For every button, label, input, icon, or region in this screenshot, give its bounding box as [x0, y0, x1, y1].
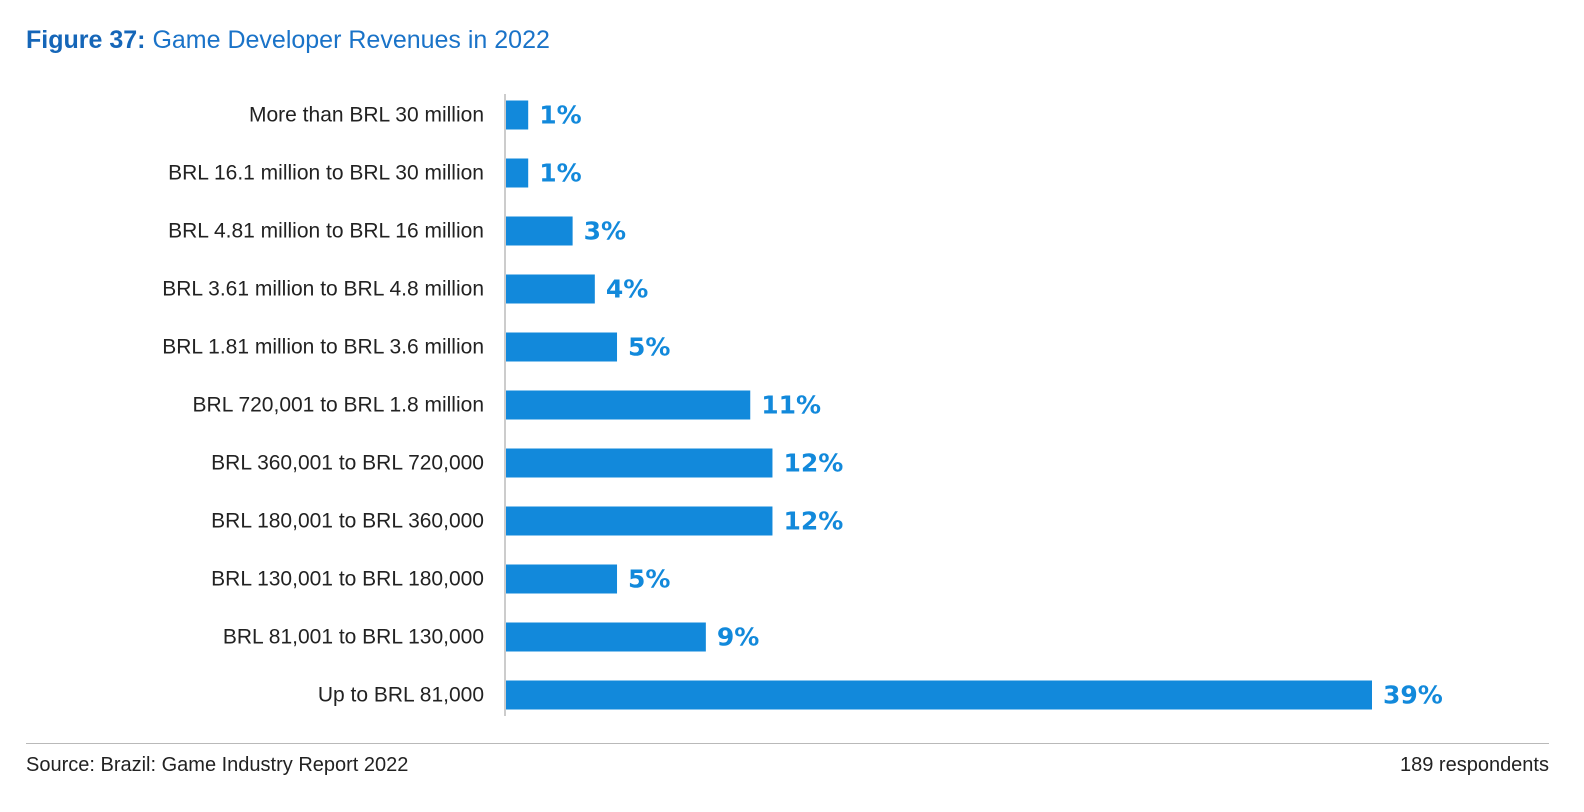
footer-divider: [26, 743, 1549, 744]
category-label: BRL 81,001 to BRL 130,000: [223, 626, 484, 649]
bar: [506, 158, 529, 188]
data-label: 39%: [1383, 681, 1443, 710]
data-label: 1%: [539, 101, 581, 130]
data-label: 5%: [628, 333, 670, 362]
data-label: 5%: [628, 565, 670, 594]
bar: [506, 390, 751, 420]
category-label: BRL 360,001 to BRL 720,000: [211, 452, 484, 475]
data-label: 1%: [539, 159, 581, 188]
bar: [506, 332, 618, 362]
data-label: 12%: [783, 507, 843, 536]
category-label: More than BRL 30 million: [249, 104, 484, 127]
figure-title: Figure 37: Game Developer Revenues in 20…: [26, 26, 550, 55]
figure-title-text: Game Developer Revenues in 2022: [152, 26, 550, 54]
bar: [506, 274, 595, 304]
bar: [506, 216, 573, 246]
category-label: BRL 720,001 to BRL 1.8 million: [193, 394, 484, 417]
category-label: BRL 130,001 to BRL 180,000: [211, 568, 484, 591]
bar: [506, 448, 773, 478]
source-note: Source: Brazil: Game Industry Report 202…: [26, 754, 409, 776]
figure-number: Figure 37:: [26, 26, 146, 54]
data-label: 4%: [606, 275, 648, 304]
category-label: BRL 1.81 million to BRL 3.6 million: [162, 336, 484, 359]
bar-chart: More than BRL 30 million 1% BRL 16.1 milli…: [162, 94, 1443, 716]
category-label: BRL 180,001 to BRL 360,000: [211, 510, 484, 533]
data-label: 9%: [717, 623, 759, 652]
bar: [506, 622, 706, 652]
data-label: 11%: [761, 391, 821, 420]
bar: [506, 506, 773, 536]
category-label: BRL 16.1 million to BRL 30 million: [168, 162, 484, 185]
bar: [506, 100, 529, 130]
respondent-count: 189 respondents: [1399, 754, 1549, 776]
category-label: BRL 3.61 million to BRL 4.8 million: [162, 278, 484, 301]
bar: [506, 564, 618, 594]
data-label: 3%: [584, 217, 626, 246]
bar: [506, 680, 1372, 710]
category-label: BRL 4.81 million to BRL 16 million: [168, 220, 484, 243]
category-label: Up to BRL 81,000: [318, 684, 484, 707]
data-label: 12%: [783, 449, 843, 478]
